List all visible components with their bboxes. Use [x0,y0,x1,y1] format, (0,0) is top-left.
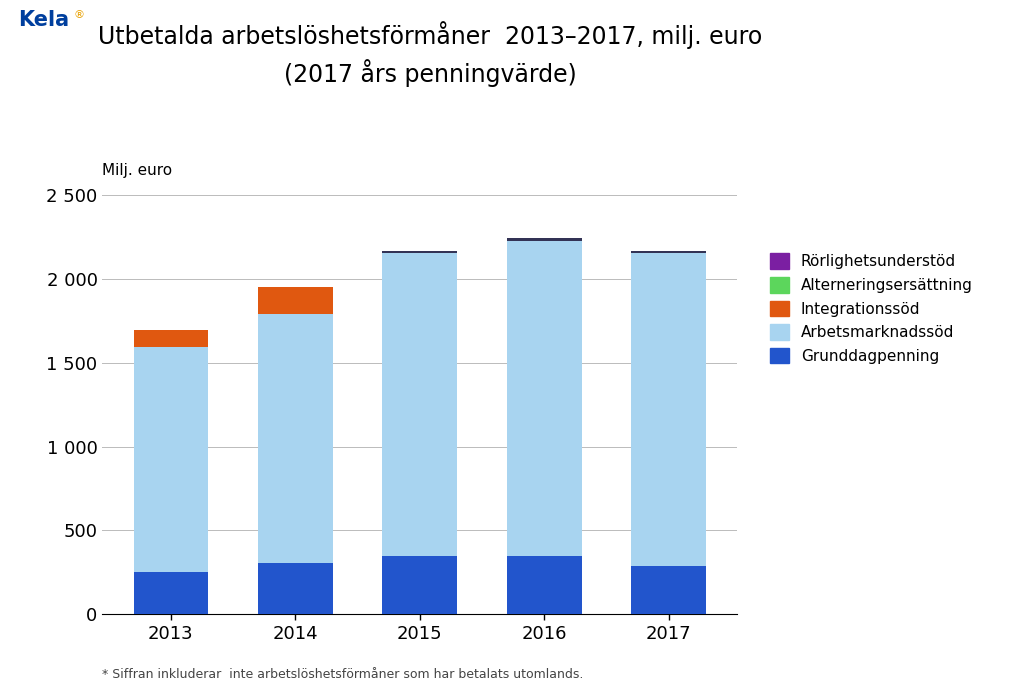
Text: * Siffran inkluderar  inte arbetslöshetsförmåner som har betalats utomlands.: * Siffran inkluderar inte arbetslöshetsf… [102,667,584,681]
Bar [133,330,208,347]
Bar [507,241,582,556]
Bar [632,567,707,614]
Bar [383,556,457,614]
Bar [383,253,457,556]
Bar [507,556,582,614]
Bar [258,563,333,614]
Legend: Rörlighetsunderstöd, Alterneringsersättning, Integrationssöd, Arbetsmarknadssöd,: Rörlighetsunderstöd, Alterneringsersättn… [770,253,973,364]
Text: Milj. euro: Milj. euro [102,163,172,178]
Bar [632,253,707,567]
Bar [383,251,457,253]
Bar [632,251,707,253]
Bar [133,572,208,614]
Bar [258,287,333,313]
Bar [258,313,333,563]
Text: Kela: Kela [18,10,70,31]
Text: (2017 års penningvärde): (2017 års penningvärde) [284,59,577,87]
Bar [507,238,582,241]
Text: Utbetalda arbetslöshetsförmåner  2013–2017, milj. euro: Utbetalda arbetslöshetsförmåner 2013–201… [98,21,762,49]
Text: ®: ® [74,10,85,20]
Bar [133,347,208,572]
